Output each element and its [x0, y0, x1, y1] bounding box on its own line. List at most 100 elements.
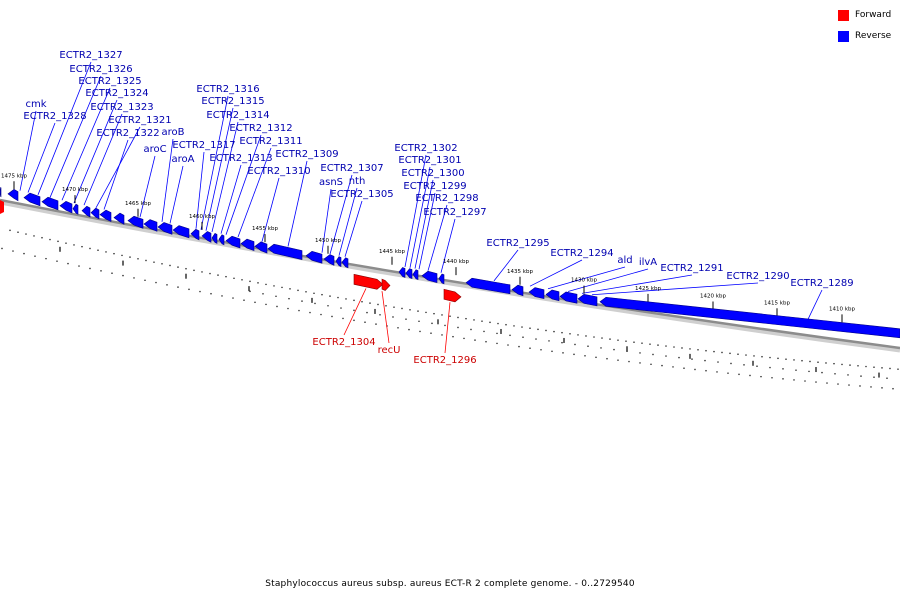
ruler-dot: [497, 322, 499, 325]
ruler-dot: [825, 362, 827, 364]
gene-label: ECTR2_1313: [209, 153, 272, 164]
gene-label: ECTR2_1291: [660, 263, 723, 274]
forward-gene-arrow: [353, 273, 384, 290]
ruler-dot: [444, 324, 446, 327]
ruler-dot: [804, 380, 806, 382]
ruler-dot: [673, 346, 675, 348]
ruler-dot: [551, 350, 553, 353]
gene-label: ECTR2_1321: [108, 115, 171, 126]
ruler-dot: [100, 270, 102, 272]
ruler-dot: [649, 343, 651, 345]
genome-backbone-shadow: [0, 199, 900, 353]
ruler-dot: [297, 289, 299, 292]
ruler-dot: [56, 260, 58, 262]
ruler-dot: [408, 328, 410, 331]
gene-label: ECTR2_1301: [398, 155, 461, 166]
label-leader: [261, 177, 280, 242]
ruler-dot: [473, 319, 475, 321]
ruler-dot: [161, 262, 163, 265]
ruler-dot: [889, 367, 891, 370]
ruler-dot: [221, 295, 223, 297]
gene-label: ECTR2_1324: [85, 88, 148, 99]
ruler-dot: [185, 267, 187, 270]
ruler-dot: [496, 342, 498, 345]
ruler-dot: [639, 352, 641, 354]
ruler-dot: [782, 378, 784, 380]
ruler-dot: [521, 326, 523, 328]
ruler-dot: [535, 338, 537, 340]
reverse-gene-arrow: [23, 192, 41, 207]
ruler-dot: [298, 309, 300, 312]
ruler-dot: [600, 347, 602, 349]
ruler-dot: [617, 359, 619, 361]
gene-label: recU: [378, 345, 401, 356]
reverse-gene-arrow: [254, 241, 268, 254]
gene-label: ECTR2_1305: [330, 189, 393, 200]
ruler-dot: [697, 348, 699, 351]
ruler-dot: [826, 382, 828, 384]
ruler-dot: [585, 335, 587, 337]
ruler-dot: [145, 259, 147, 262]
ruler-dot: [379, 313, 381, 316]
ruler-dot: [865, 365, 867, 368]
ruler-dot: [573, 353, 575, 356]
forward-gene-arrow: [0, 200, 4, 214]
ruler-dot: [704, 359, 706, 362]
ruler-dot: [777, 357, 779, 360]
gene-label: asnS: [319, 177, 343, 188]
gene-label: ECTR2_1297: [423, 207, 486, 218]
label-leader: [220, 164, 242, 234]
ruler-dot: [254, 301, 256, 304]
ruler-dot: [431, 322, 433, 325]
ruler-dot: [672, 366, 674, 368]
reverse-gene-arrow: [305, 250, 323, 264]
ruler-dot: [409, 308, 411, 311]
reverse-gene-arrow: [398, 267, 406, 278]
ruler-dot: [470, 328, 472, 331]
ruler-dot: [275, 295, 277, 298]
ruler-dot: [353, 299, 355, 302]
ruler-dot: [737, 353, 739, 356]
ruler-dot: [821, 371, 823, 374]
ruler-dot: [625, 340, 627, 342]
ruler-dot: [886, 377, 888, 380]
ruler-dot: [369, 302, 371, 304]
ruler-dot: [144, 279, 146, 282]
ruler-dot: [113, 252, 115, 255]
ruler-dot: [12, 250, 14, 252]
ruler-dot: [489, 321, 491, 324]
gene-label: ECTR2_1312: [229, 123, 292, 134]
ruler-dot: [657, 344, 659, 346]
ruler-dot: [815, 381, 817, 383]
kbp-tick-label: 1430 kbp: [571, 278, 597, 284]
label-leader: [404, 154, 427, 268]
ruler-dot: [233, 277, 235, 280]
label-leader: [343, 288, 367, 336]
ruler-dot: [105, 251, 107, 253]
ruler-dot: [749, 374, 751, 377]
ruler-dot: [561, 341, 563, 344]
ruler-dot: [342, 317, 344, 320]
gene-label: ECTR2_1314: [206, 110, 269, 121]
reverse-gene-arrow: [438, 273, 445, 285]
label-leader: [73, 99, 118, 204]
kbp-tick-label: 1465 kbp: [125, 201, 151, 207]
gene-label: ECTR2_1299: [403, 181, 466, 192]
ruler-dot: [320, 313, 322, 316]
ruler-dot: [689, 348, 691, 350]
ruler-dot: [881, 367, 883, 369]
label-leader-lines: [19, 61, 823, 354]
ruler-dot: [361, 300, 363, 303]
label-leader: [493, 249, 519, 282]
ruler-dot: [366, 311, 368, 314]
label-leader: [807, 289, 823, 320]
gene-label: ECTR2_1323: [90, 102, 153, 113]
ruler-dot: [769, 366, 771, 369]
reverse-gene-arrow: [7, 189, 19, 202]
ruler-dot: [73, 244, 75, 246]
ruler-dot: [353, 309, 355, 312]
ruler-dot: [129, 256, 131, 258]
ruler-dot: [665, 355, 667, 357]
ruler-dot: [393, 306, 395, 308]
reverse-gene-arrow: [323, 254, 335, 266]
